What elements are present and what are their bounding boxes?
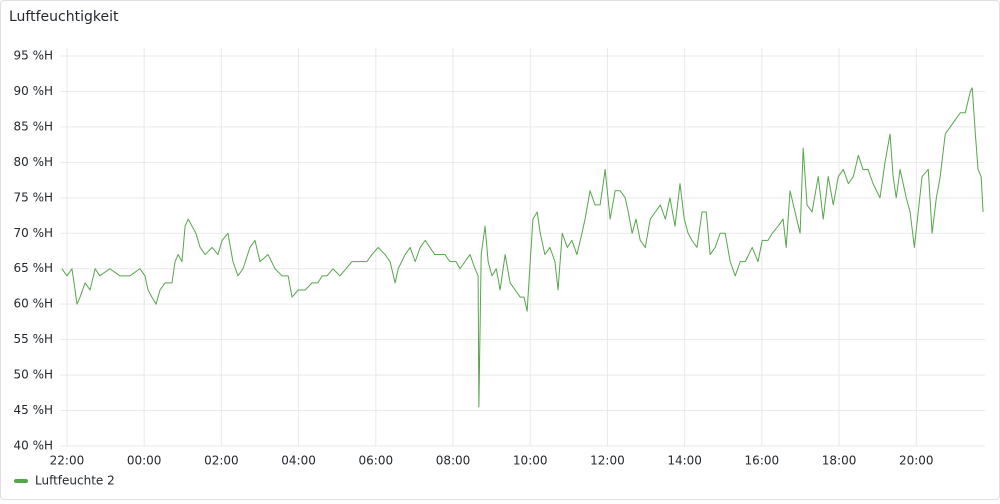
y-tick-label: 70 %H: [13, 226, 53, 240]
x-tick-label: 14:00: [667, 454, 702, 468]
panel-title: Luftfeuchtigkeit: [9, 9, 119, 25]
y-tick-label: 40 %H: [13, 439, 53, 453]
x-tick-label: 10:00: [513, 454, 548, 468]
legend-swatch: [14, 479, 28, 483]
x-tick-label: 16:00: [745, 454, 780, 468]
y-tick-label: 55 %H: [13, 332, 53, 346]
x-tick-label: 18:00: [822, 454, 857, 468]
y-tick-label: 50 %H: [13, 368, 53, 382]
legend-label: Luftfeuchte 2: [35, 474, 115, 488]
y-tick-label: 95 %H: [13, 49, 53, 63]
x-tick-label: 02:00: [204, 454, 239, 468]
x-tick-label: 22:00: [50, 454, 85, 468]
x-tick-label: 12:00: [590, 454, 625, 468]
x-tick-label: 08:00: [436, 454, 471, 468]
x-tick-label: 06:00: [359, 454, 394, 468]
y-tick-label: 75 %H: [13, 190, 53, 204]
y-tick-label: 65 %H: [13, 261, 53, 275]
x-tick-label: 20:00: [899, 454, 934, 468]
series-line: [61, 87, 984, 408]
x-tick-label: 04:00: [281, 454, 316, 468]
x-tick-label: 00:00: [127, 454, 162, 468]
y-tick-label: 45 %H: [13, 403, 53, 417]
y-tick-label: 85 %H: [13, 119, 53, 133]
y-tick-label: 60 %H: [13, 297, 53, 311]
y-tick-label: 90 %H: [13, 84, 53, 98]
y-tick-label: 80 %H: [13, 155, 53, 169]
